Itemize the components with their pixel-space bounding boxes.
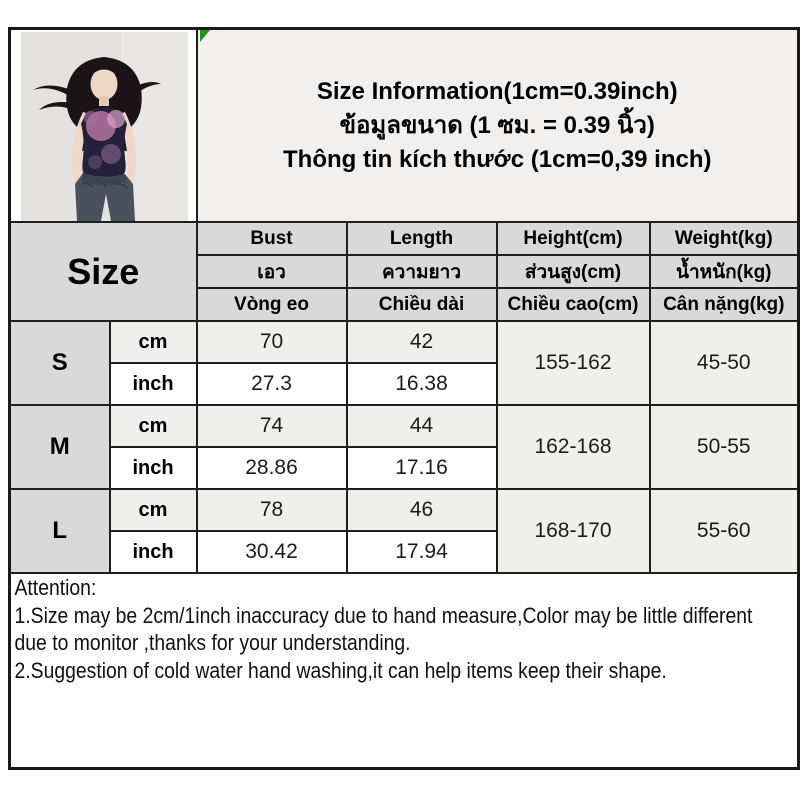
cell-l-length-inch: 17.94	[345, 530, 498, 574]
col-weight-th: น้ำหนัก(kg)	[648, 254, 800, 289]
cell-s-bust-cm: 70	[195, 320, 348, 364]
cell-m-bust-inch: 28.86	[195, 446, 348, 490]
col-length-en: Length	[345, 221, 498, 256]
row-s-unit-cm: cm	[108, 320, 198, 364]
cell-l-height: 168-170	[495, 488, 651, 574]
col-bust-en: Bust	[195, 221, 348, 256]
title-vi: Thông tin kích thước (1cm=0,39 inch)	[283, 145, 712, 173]
row-m-unit-cm: cm	[108, 404, 198, 448]
cell-m-bust-cm: 74	[195, 404, 348, 448]
cell-m-height: 162-168	[495, 404, 651, 490]
title-cell: Size Information(1cm=0.39inch) ข้อมูลขนา…	[195, 27, 800, 223]
col-height-th: ส่วนสูง(cm)	[495, 254, 651, 289]
cell-l-bust-inch: 30.42	[195, 530, 348, 574]
row-m-unit-inch: inch	[108, 446, 198, 490]
cell-s-length-cm: 42	[345, 320, 498, 364]
cell-l-length-cm: 46	[345, 488, 498, 532]
attention-heading: Attention:	[14, 575, 97, 600]
product-photo-cell	[8, 27, 198, 223]
cell-s-weight: 45-50	[648, 320, 800, 406]
col-height-vi: Chiều cao(cm)	[495, 287, 651, 322]
model-illustration	[21, 32, 188, 221]
size-chart-sheet: Size Information(1cm=0.39inch) ข้อมูลขนา…	[8, 27, 800, 770]
col-height-en: Height(cm)	[495, 221, 651, 256]
col-length-th: ความยาว	[345, 254, 498, 289]
col-weight-vi: Cân nặng(kg)	[648, 287, 800, 322]
cell-s-height: 155-162	[495, 320, 651, 406]
col-bust-vi: Vòng eo	[195, 287, 348, 322]
attention-line-3: 2.Suggestion of cold water hand washing,…	[14, 657, 667, 683]
row-s-unit-inch: inch	[108, 362, 198, 406]
row-l-unit-inch: inch	[108, 530, 198, 574]
title-en: Size Information(1cm=0.39inch)	[316, 77, 678, 105]
cell-l-weight: 55-60	[648, 488, 800, 574]
attention-line-1: 1.Size may be 2cm/1inch inaccuracy due t…	[14, 602, 753, 628]
row-m-label: M	[8, 404, 111, 490]
cell-s-length-inch: 16.38	[345, 362, 498, 406]
col-bust-th: เอว	[195, 254, 348, 289]
cell-m-length-inch: 17.16	[345, 446, 498, 490]
cell-s-bust-inch: 27.3	[195, 362, 348, 406]
cell-m-weight: 50-55	[648, 404, 800, 490]
green-corner-marker-icon	[200, 30, 210, 42]
product-photo	[21, 32, 188, 221]
size-chart-table: Size Information(1cm=0.39inch) ข้อมูลขนา…	[8, 27, 800, 770]
row-l-label: L	[8, 488, 111, 574]
title-th: ข้อมูลขนาด (1 ซม. = 0.39 นิ้ว)	[339, 111, 655, 139]
row-l-unit-cm: cm	[108, 488, 198, 532]
cell-m-length-cm: 44	[345, 404, 498, 448]
attention-line-2: due to monitor ,thanks for your understa…	[14, 630, 411, 655]
size-header-label: Size	[8, 221, 198, 322]
col-length-vi: Chiều dài	[345, 287, 498, 322]
row-s-label: S	[8, 320, 111, 406]
col-weight-en: Weight(kg)	[648, 221, 800, 256]
cell-l-bust-cm: 78	[195, 488, 348, 532]
attention-note: Attention: 1.Size may be 2cm/1inch inacc…	[8, 572, 800, 770]
